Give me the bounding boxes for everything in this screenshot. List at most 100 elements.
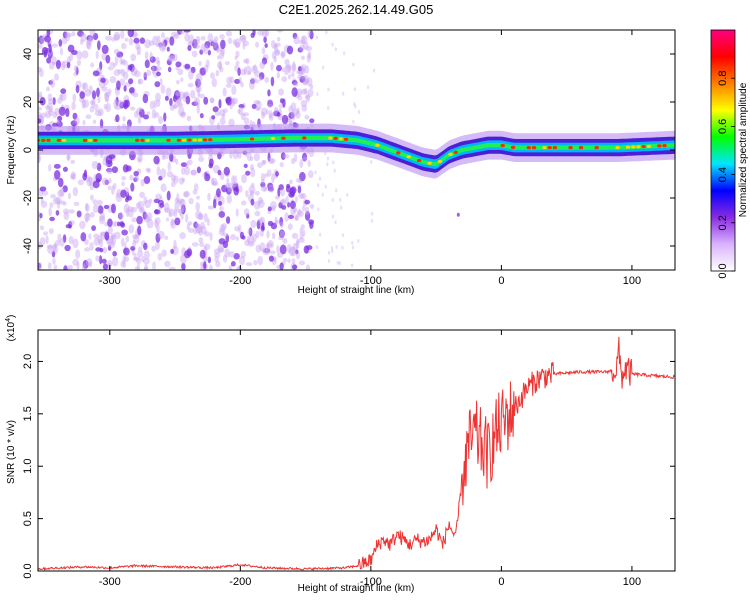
noise-speck <box>248 185 256 195</box>
noise-speck <box>210 177 215 186</box>
noise-speck <box>63 211 70 221</box>
noise-speck <box>119 78 125 86</box>
noise-speck <box>60 91 67 102</box>
noise-speck <box>265 243 269 253</box>
noise-speck <box>314 170 317 175</box>
noise-speck <box>107 88 112 94</box>
noise-speck <box>143 196 148 204</box>
noise-speck <box>164 95 169 101</box>
noise-speck <box>169 104 175 111</box>
x-tick-label: 0 <box>498 576 504 588</box>
noise-speck <box>107 218 113 228</box>
noise-speck <box>290 71 295 78</box>
y-tick-label: 1.0 <box>22 459 34 474</box>
colorbar-gradient <box>710 29 736 272</box>
noise-speck <box>294 196 298 203</box>
ridge-peak <box>427 161 432 165</box>
noise-speck <box>249 164 254 171</box>
noise-speck <box>217 244 224 253</box>
noise-speck <box>278 88 285 96</box>
noise-speck <box>187 44 192 52</box>
noise-speck <box>79 39 84 45</box>
ridge-peak <box>176 138 182 142</box>
noise-speck <box>170 181 176 187</box>
noise-speck <box>56 199 61 209</box>
noise-speck <box>177 198 185 203</box>
noise-speck <box>148 40 155 46</box>
noise-speck <box>252 64 257 71</box>
noise-speck <box>357 239 360 244</box>
ridge-peak <box>375 143 380 147</box>
noise-speck <box>112 63 117 68</box>
noise-speck <box>149 100 155 110</box>
noise-speck <box>240 34 247 43</box>
noise-speck <box>117 212 123 220</box>
ridge-peak <box>578 146 584 150</box>
noise-speck <box>170 248 175 254</box>
noise-speck <box>120 30 125 40</box>
noise-speck <box>241 174 247 184</box>
noise-speck <box>250 198 255 206</box>
ridge-peak <box>416 158 422 163</box>
noise-speck <box>179 232 186 240</box>
noise-speck <box>188 70 194 80</box>
noise-speck <box>105 155 113 165</box>
noise-speck <box>234 225 240 232</box>
noise-speck <box>88 176 93 187</box>
noise-speck <box>247 240 255 247</box>
noise-speck <box>156 166 161 176</box>
noise-speck <box>171 31 179 38</box>
noise-speck <box>207 205 215 210</box>
noise-speck <box>195 85 202 93</box>
noise-speck <box>286 243 292 253</box>
ridge-peak <box>56 138 62 142</box>
noise-speck <box>318 232 322 237</box>
noise-speck <box>207 192 211 201</box>
noise-speck <box>298 193 305 199</box>
noise-speck <box>291 63 297 73</box>
noise-speck <box>218 60 222 70</box>
noise-speck <box>165 87 172 97</box>
noise-speck <box>229 76 234 84</box>
noise-speck <box>102 263 109 270</box>
noise-speck <box>168 208 176 217</box>
noise-speck <box>168 211 172 218</box>
noise-speck <box>130 67 138 76</box>
noise-speck <box>242 112 250 117</box>
noise-speck <box>169 152 174 162</box>
noise-speck <box>77 179 84 186</box>
noise-speck <box>150 65 158 72</box>
noise-speck <box>151 245 156 252</box>
x-tick-label: -100 <box>360 576 382 588</box>
noise-speck <box>94 103 99 112</box>
noise-speck <box>46 57 52 64</box>
noise-speck <box>183 190 191 198</box>
noise-speck <box>183 30 191 33</box>
colorbar-tick-label: 0.0 <box>717 263 729 278</box>
noise-speck <box>273 43 278 50</box>
noise-speck <box>72 112 78 120</box>
noise-speck <box>90 194 94 201</box>
noise-speck <box>57 115 63 122</box>
ridge-peak <box>448 152 453 156</box>
noise-speck <box>62 31 68 39</box>
noise-speck <box>277 187 281 198</box>
noise-speck <box>341 233 345 238</box>
noise-speck <box>285 195 289 205</box>
noise-speck <box>293 81 299 87</box>
noise-speck <box>255 41 260 48</box>
noise-speck <box>38 241 43 250</box>
noise-speck <box>168 266 176 270</box>
noise-speck <box>68 209 75 214</box>
noise-speck <box>187 159 193 166</box>
noise-speck <box>203 96 209 105</box>
noise-speck <box>72 258 80 267</box>
ridge-peak <box>510 145 516 149</box>
noise-speck <box>274 219 280 224</box>
noise-speck <box>71 101 76 111</box>
noise-speck <box>54 107 60 116</box>
noise-speck <box>315 35 319 40</box>
noise-speck <box>110 233 116 238</box>
noise-speck <box>285 64 292 72</box>
noise-speck <box>198 60 202 67</box>
